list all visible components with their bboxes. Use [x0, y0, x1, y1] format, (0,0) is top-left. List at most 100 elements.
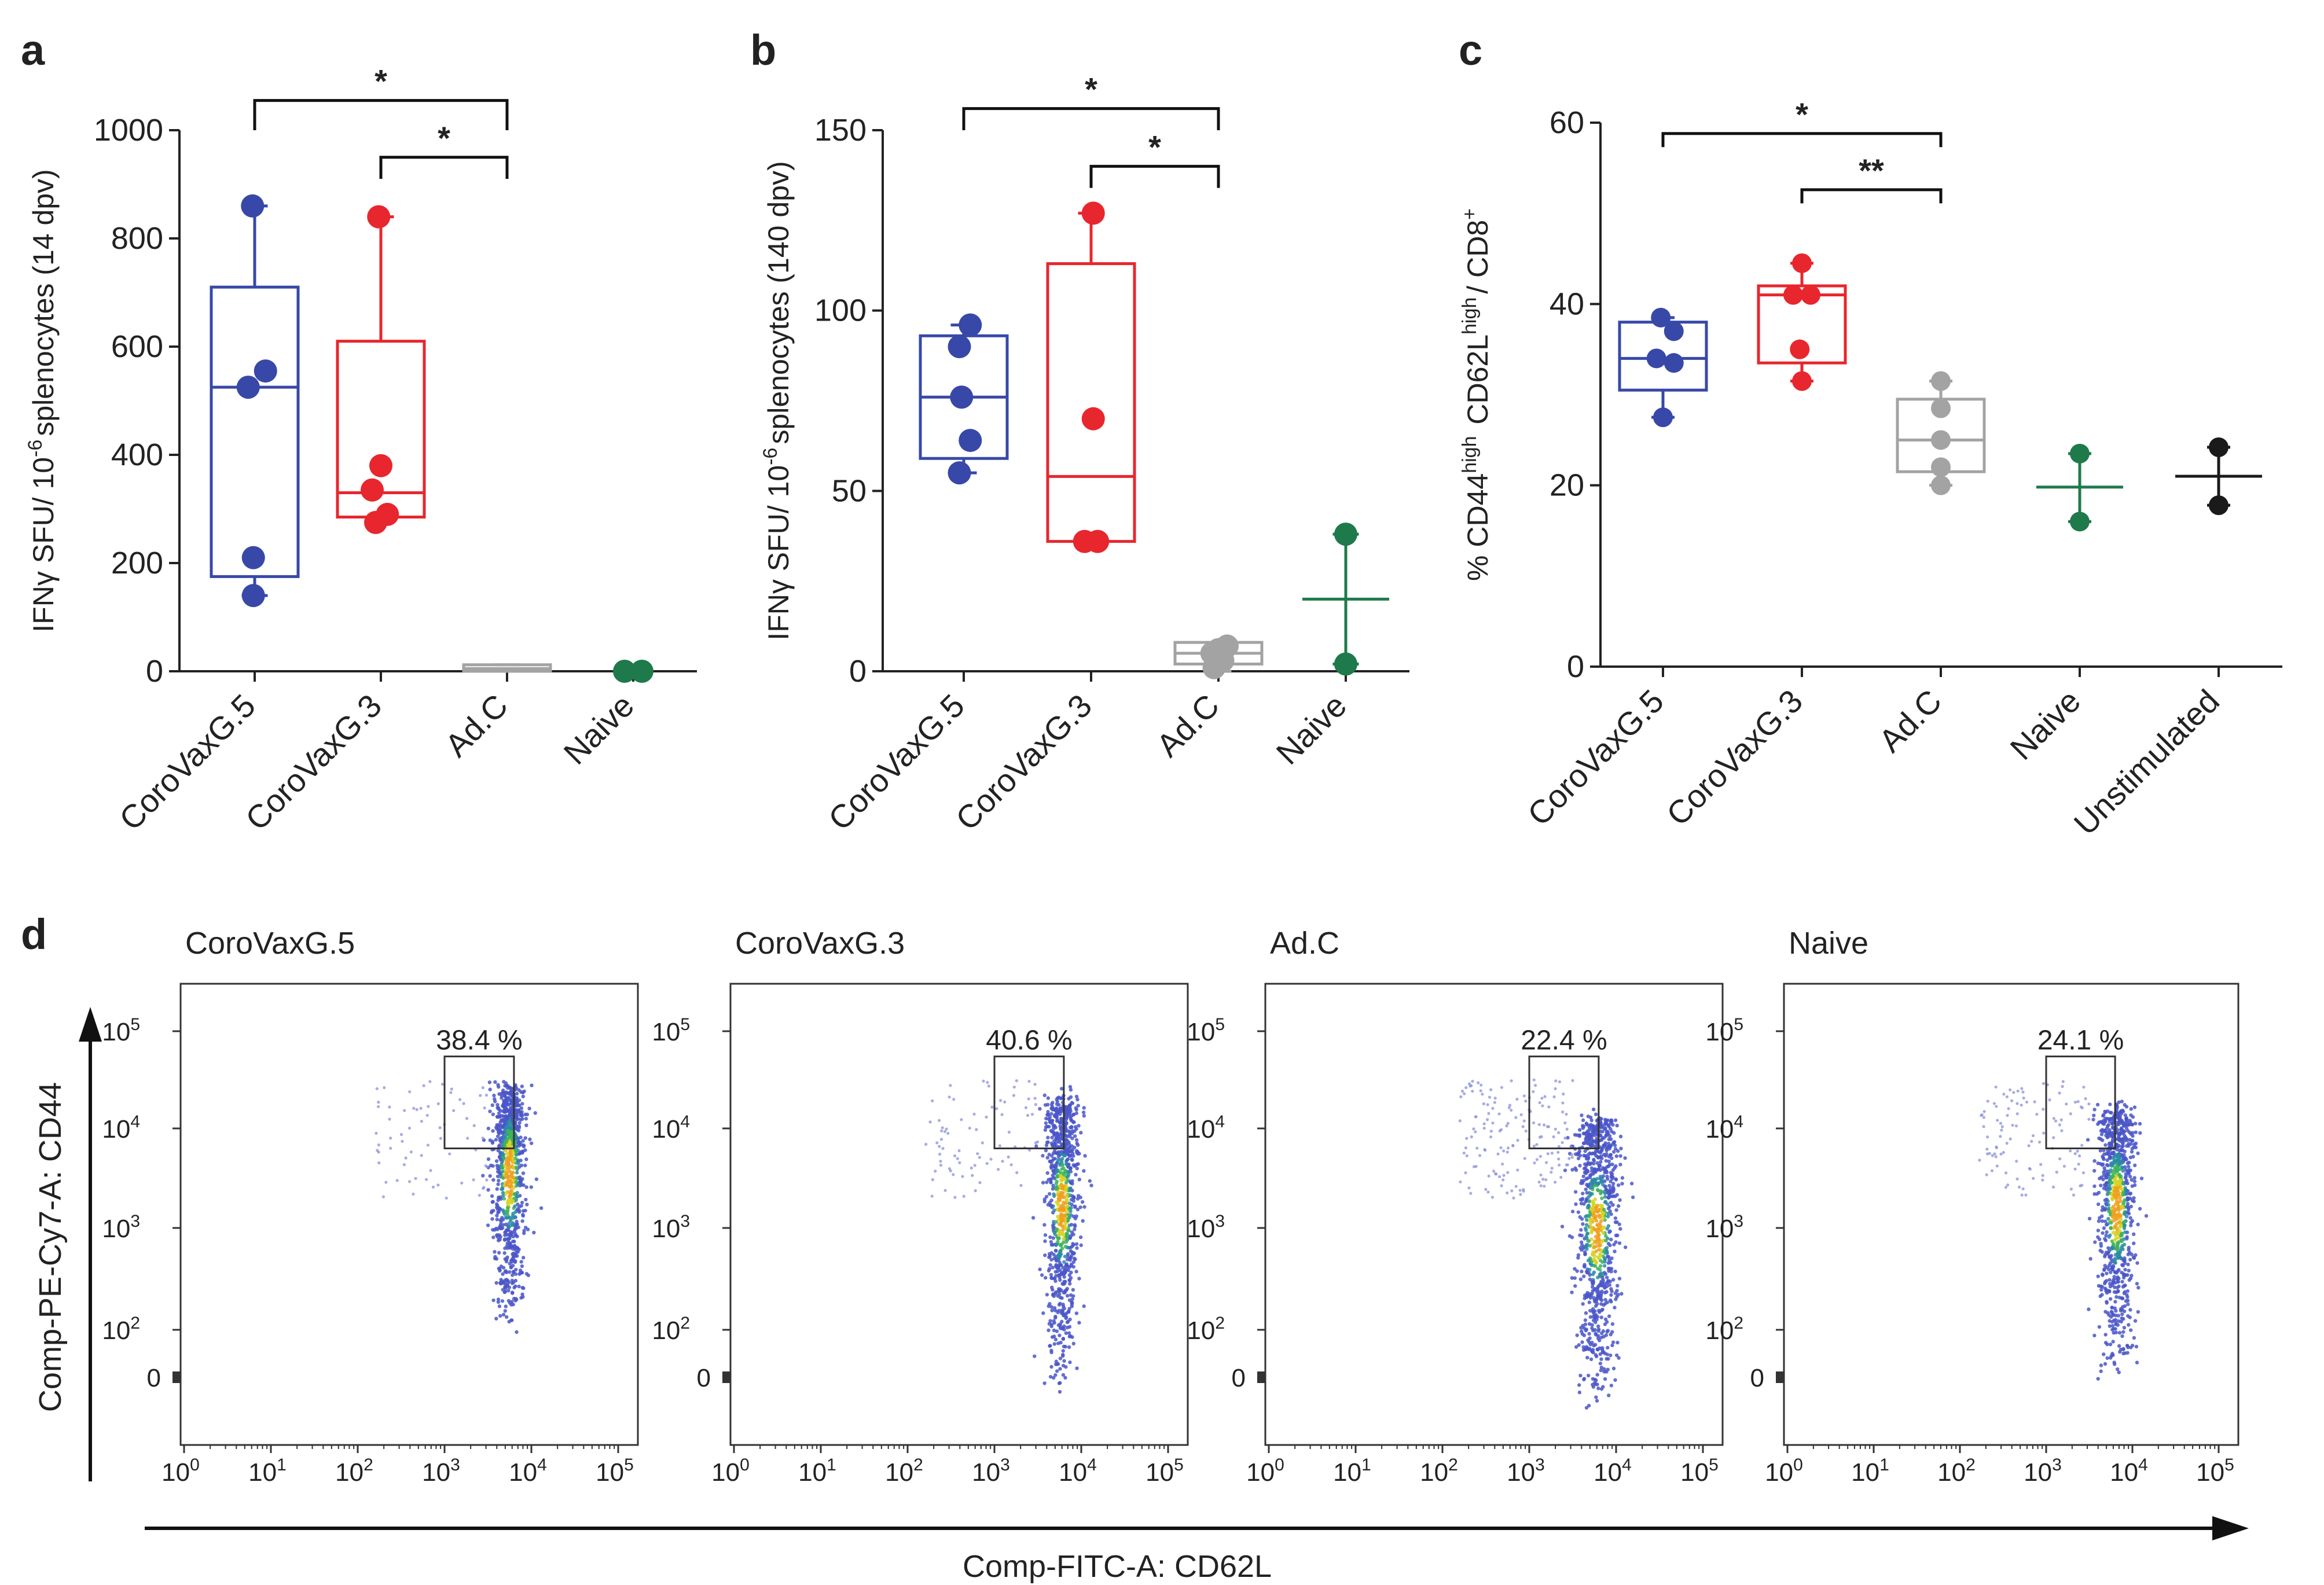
- flow-event: [1581, 1124, 1586, 1128]
- flow-event: [1592, 1245, 1596, 1249]
- flow-event-outlier: [1499, 1128, 1503, 1131]
- flow-event: [2125, 1235, 2129, 1239]
- flow-event: [1589, 1260, 1594, 1264]
- flow-event-outlier: [1562, 1092, 1565, 1096]
- flow-event: [2093, 1240, 2097, 1244]
- flow-event: [1073, 1125, 1078, 1129]
- flow-event: [1601, 1216, 1605, 1220]
- flow-event: [1051, 1266, 1055, 1270]
- flow-event: [1617, 1222, 1621, 1226]
- flow-event: [2092, 1159, 2097, 1163]
- data-point: [630, 660, 653, 683]
- flow-event: [1055, 1131, 1059, 1135]
- flow-event: [494, 1281, 498, 1285]
- flow-event-outlier: [1034, 1103, 1037, 1106]
- x-tick-label-corovaxg-5: CoroVaxG.5: [1521, 682, 1671, 832]
- flow-event: [503, 1309, 507, 1313]
- significance-label: *: [1085, 71, 1097, 108]
- flow-event-outlier: [1489, 1135, 1493, 1139]
- flow-event: [2111, 1313, 2115, 1317]
- flow-event: [2132, 1179, 2137, 1183]
- flow-event: [497, 1130, 501, 1134]
- flow-event: [491, 1227, 495, 1232]
- flow-event: [1611, 1340, 1616, 1344]
- tick-exponent: 3: [1215, 1212, 1225, 1231]
- flow-event: [1598, 1174, 1603, 1179]
- flow-event: [509, 1099, 513, 1104]
- flow-event: [1609, 1300, 1613, 1304]
- flow-event: [1599, 1177, 1603, 1182]
- flow-event: [1588, 1277, 1592, 1281]
- flow-event: [522, 1229, 526, 1233]
- flow-event-outlier: [941, 1146, 945, 1150]
- flow-event: [1065, 1293, 1070, 1298]
- flow-event: [2115, 1154, 2119, 1159]
- flow-event: [2105, 1230, 2109, 1234]
- flow-x-tick-label: 102: [1937, 1455, 1976, 1487]
- flow-event: [1614, 1177, 1618, 1181]
- flow-event: [2111, 1215, 2115, 1219]
- flow-event-outlier: [2030, 1139, 2033, 1143]
- flow-event-outlier: [2006, 1183, 2010, 1187]
- flow-gate: [2045, 1056, 2116, 1150]
- bracket-line: [1089, 164, 1220, 188]
- flow-event: [508, 1165, 512, 1170]
- flow-event-outlier: [2009, 1088, 2012, 1091]
- flow-event: [2111, 1230, 2115, 1235]
- flow-plot-title: CoroVaxG.5: [185, 926, 355, 961]
- flow-event: [1071, 1288, 1075, 1292]
- flow-event: [2114, 1309, 2118, 1313]
- flow-event: [1570, 1235, 1574, 1240]
- box-iqr: [1757, 284, 1847, 365]
- flow-event-outlier: [1554, 1181, 1557, 1184]
- flow-event: [499, 1264, 504, 1268]
- flow-event: [1040, 1273, 1044, 1277]
- flow-event: [1606, 1261, 1610, 1265]
- flow-event: [1063, 1270, 1067, 1274]
- flow-event-outlier: [1477, 1081, 1480, 1084]
- flow-x-tick-label: 100: [1246, 1455, 1284, 1487]
- flow-event: [2115, 1367, 2120, 1371]
- flow-event-outlier: [943, 1189, 947, 1192]
- flow-event: [1062, 1260, 1066, 1264]
- flow-event: [2130, 1150, 2134, 1154]
- flow-event: [1047, 1191, 1052, 1196]
- flow-event: [1049, 1240, 1053, 1244]
- tick-exponent: 4: [1622, 1455, 1632, 1474]
- flow-event: [1058, 1109, 1062, 1113]
- flow-event: [1579, 1326, 1583, 1330]
- flow-event-outlier: [375, 1087, 379, 1091]
- tick-base: 10: [885, 1458, 913, 1487]
- flow-event: [1587, 1239, 1591, 1243]
- flow-event: [486, 1157, 491, 1161]
- flow-event-outlier: [2024, 1193, 2028, 1197]
- flow-event-outlier: [1502, 1149, 1506, 1153]
- flow-event: [515, 1190, 519, 1195]
- flow-event: [2086, 1138, 2090, 1142]
- data-point: [2070, 512, 2090, 532]
- flow-event: [1591, 1289, 1595, 1293]
- flow-event: [1582, 1333, 1587, 1337]
- flow-event: [1585, 1182, 1589, 1187]
- flow-event: [524, 1157, 528, 1161]
- flow-plot-title: Naive: [1789, 926, 1868, 961]
- flow-event: [1579, 1228, 1583, 1232]
- flow-event: [1057, 1257, 1061, 1261]
- flow-event: [1048, 1344, 1052, 1348]
- flow-event: [2108, 1184, 2112, 1188]
- flow-event-outlier: [2069, 1187, 2073, 1191]
- flow-event-outlier: [2069, 1112, 2072, 1116]
- flow-event: [505, 1237, 510, 1241]
- flow-event-outlier: [948, 1095, 951, 1099]
- flow-event: [1059, 1126, 1063, 1130]
- flow-event-outlier: [1514, 1116, 1518, 1119]
- flow-event: [539, 1206, 544, 1210]
- flow-event: [491, 1129, 495, 1133]
- flow-event: [529, 1185, 533, 1189]
- flow-event-outlier: [472, 1124, 476, 1127]
- significance-bracket: *: [1661, 96, 1943, 148]
- flow-event: [2108, 1102, 2112, 1106]
- flow-plot-frame: [729, 983, 1189, 1446]
- flow-event: [512, 1192, 517, 1196]
